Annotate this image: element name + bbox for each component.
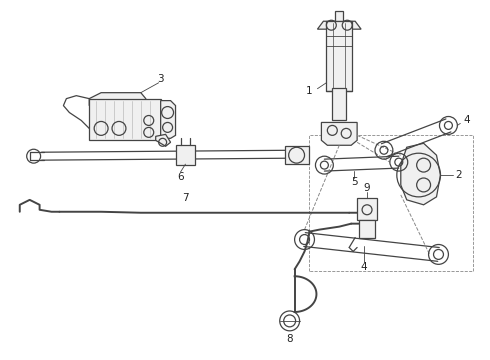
Polygon shape xyxy=(89,93,146,105)
Text: 5: 5 xyxy=(351,177,358,187)
Bar xyxy=(335,11,343,21)
Bar xyxy=(357,198,377,220)
Text: 9: 9 xyxy=(364,183,370,193)
Text: 6: 6 xyxy=(177,172,184,182)
Text: 1: 1 xyxy=(306,86,313,96)
Polygon shape xyxy=(156,134,171,146)
Text: 4: 4 xyxy=(463,116,469,126)
Polygon shape xyxy=(401,143,441,205)
Bar xyxy=(359,220,375,238)
Text: 3: 3 xyxy=(157,74,164,84)
Bar xyxy=(89,99,161,140)
Bar xyxy=(326,21,352,91)
Polygon shape xyxy=(318,21,361,29)
Text: 8: 8 xyxy=(286,334,293,344)
Bar xyxy=(175,145,196,165)
Bar xyxy=(285,146,309,164)
Text: 2: 2 xyxy=(455,170,462,180)
Text: 7: 7 xyxy=(182,193,189,203)
Text: 4: 4 xyxy=(361,262,368,272)
Bar xyxy=(332,88,346,121)
Polygon shape xyxy=(321,122,357,145)
Polygon shape xyxy=(161,100,175,138)
